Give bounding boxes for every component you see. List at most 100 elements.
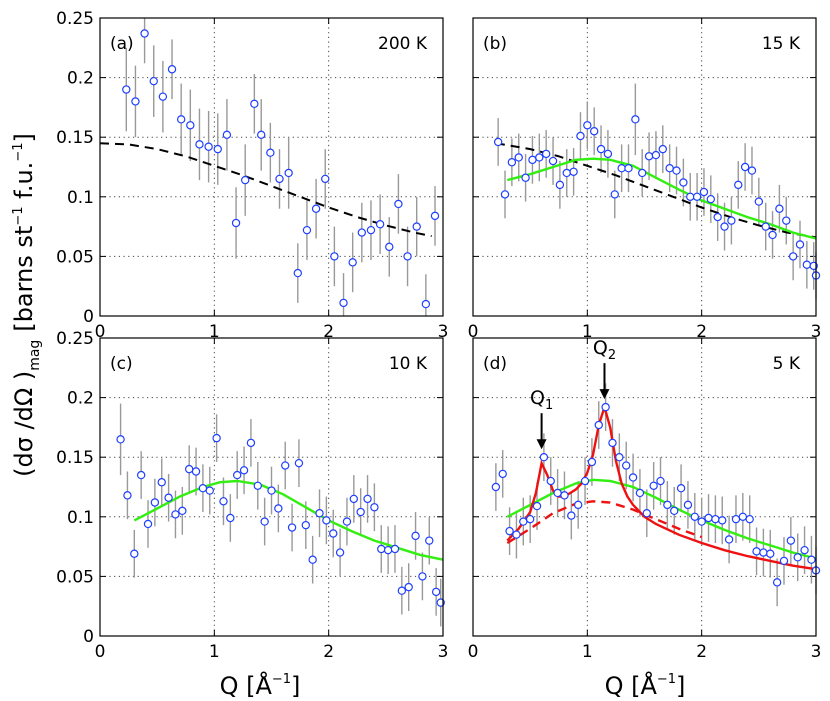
data-point	[638, 168, 647, 178]
data-point	[651, 150, 661, 160]
data-point	[617, 163, 626, 173]
panel-1: 0 1 2 3 (b) 15 K	[468, 17, 821, 342]
data-point	[322, 516, 331, 525]
data-point	[122, 85, 131, 94]
data-point	[123, 491, 132, 500]
data-point	[195, 140, 204, 149]
data-point	[219, 497, 228, 506]
data-point	[431, 587, 441, 597]
data-point	[711, 514, 720, 524]
data-point	[204, 142, 213, 151]
data-point	[642, 509, 651, 518]
data-point	[672, 166, 681, 175]
data-point	[745, 514, 754, 524]
data-point	[786, 536, 796, 545]
data-point	[267, 486, 276, 495]
data-point	[212, 433, 221, 443]
data-point	[198, 483, 208, 493]
data-point	[308, 555, 317, 564]
data-point	[403, 252, 412, 261]
data-point	[802, 260, 812, 269]
data-point	[734, 180, 743, 190]
data-point	[383, 545, 393, 555]
data-point	[421, 299, 431, 309]
data-point	[205, 486, 214, 495]
y-tick-label: 0.25	[56, 9, 94, 29]
ylabel-sup2: −1	[11, 143, 26, 162]
data-point	[512, 530, 521, 539]
x-tick-label: 0	[468, 322, 479, 342]
data-point	[184, 464, 194, 474]
data-point	[697, 517, 706, 526]
data-point	[608, 438, 617, 448]
panel-frame	[99, 337, 444, 637]
data-point	[603, 149, 613, 159]
data-point	[330, 252, 339, 261]
series-line-fit-red-dashed	[506, 500, 703, 545]
data-point	[610, 190, 619, 199]
x-tick-label: 2	[696, 322, 707, 342]
panel-label: (a)	[110, 34, 134, 54]
data-point	[370, 503, 379, 512]
data-point	[213, 144, 222, 154]
data-point	[136, 470, 146, 480]
x-tick-label: 0	[95, 322, 106, 342]
data-point	[519, 517, 528, 526]
data-point	[720, 222, 729, 231]
y-tick-label: 0.1	[67, 508, 94, 528]
data-point	[356, 507, 365, 517]
data-point	[321, 174, 330, 184]
data-point	[176, 115, 186, 124]
data-point	[644, 152, 654, 161]
data-point	[158, 92, 168, 101]
data-point	[301, 520, 310, 530]
data-point	[768, 230, 777, 240]
data-point	[727, 216, 736, 225]
data-point	[493, 137, 503, 147]
data-point	[706, 194, 716, 204]
data-point	[665, 163, 674, 173]
data-point	[140, 29, 149, 38]
data-point	[628, 473, 638, 482]
data-point	[149, 76, 158, 86]
data-point	[704, 513, 713, 523]
x-tick-label: 0	[468, 642, 479, 662]
data-point	[186, 121, 195, 130]
data-point	[779, 556, 789, 566]
y-axis-label: (dσ /dΩ )mag[barns st−1 f.u.−1]	[10, 133, 43, 477]
data-point	[191, 467, 201, 476]
data-point	[601, 402, 610, 412]
data-point	[692, 192, 702, 201]
data-point	[782, 216, 791, 225]
data-point	[253, 481, 262, 491]
temperature-label: 15 K	[762, 34, 801, 54]
data-point	[302, 225, 312, 235]
data-point	[514, 153, 523, 162]
data-point	[560, 491, 569, 500]
data-point	[775, 204, 784, 213]
data-point	[686, 192, 695, 201]
data-point	[589, 127, 599, 136]
data-point	[222, 130, 232, 140]
data-point	[573, 500, 583, 510]
data-point	[412, 222, 421, 231]
data-point	[178, 506, 187, 516]
data-point	[539, 453, 549, 462]
data-point	[535, 153, 544, 162]
y-tick-label: 0.2	[67, 69, 94, 89]
x-tick-label: 2	[323, 642, 334, 662]
data-point	[624, 163, 633, 173]
ylabel-end: ]	[10, 133, 38, 142]
y-tick-label: 0.15	[56, 128, 94, 148]
data-point	[772, 578, 782, 587]
data-point	[521, 173, 530, 182]
data-point	[594, 420, 603, 430]
data-point	[143, 519, 153, 529]
x-tick-label: 1	[209, 322, 220, 342]
data-point	[284, 168, 293, 178]
data-point	[260, 517, 269, 526]
data-point	[232, 470, 242, 480]
data-point	[171, 510, 180, 519]
data-point	[311, 204, 321, 213]
data-point	[150, 498, 160, 507]
